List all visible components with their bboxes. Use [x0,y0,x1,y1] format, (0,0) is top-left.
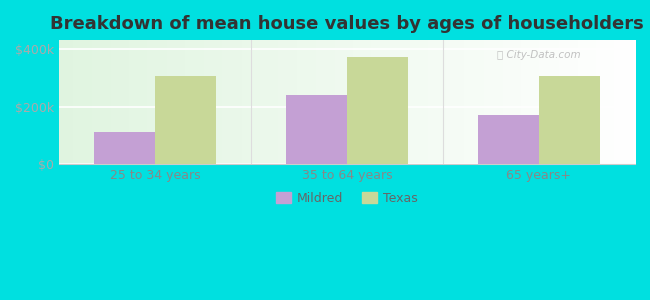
Bar [478,115,539,164]
Text: ⓘ City-Data.com: ⓘ City-Data.com [497,50,580,60]
Title: Breakdown of mean house values by ages of householders: Breakdown of mean house values by ages o… [50,15,644,33]
Bar [347,57,408,164]
Legend: Mildred, Texas: Mildred, Texas [271,187,423,210]
Bar [285,95,347,164]
Bar [155,76,216,164]
Bar [539,76,601,164]
Bar [94,133,155,164]
